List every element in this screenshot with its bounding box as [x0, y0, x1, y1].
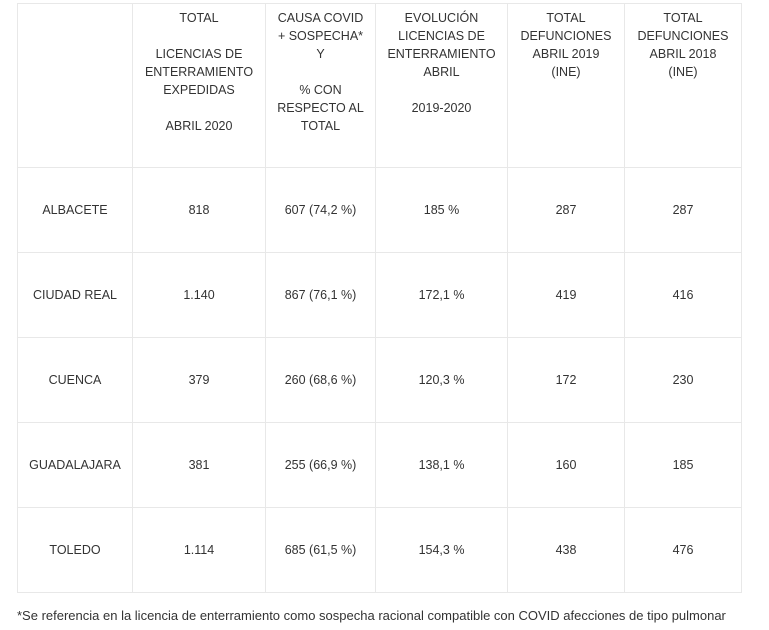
header-line: RESPECTO AL: [277, 101, 364, 115]
header-line: [137, 27, 261, 45]
header-line: Y: [316, 47, 325, 61]
header-line: EXPEDIDAS: [163, 83, 235, 97]
cell-total-licencias: 1.114: [132, 507, 266, 593]
table-row: GUADALAJARA 381 255 (66,9 %) 138,1 % 160…: [17, 422, 742, 508]
header-line: DEFUNCIONES: [637, 29, 729, 43]
header-line: ABRIL: [423, 65, 460, 79]
header-line: 2019-2020: [411, 101, 472, 115]
cell-provincia: CUENCA: [17, 337, 133, 423]
cell-total-licencias: 379: [132, 337, 266, 423]
header-cell-total-licencias: TOTAL LICENCIAS DE ENTERRAMIENTO EXPEDID…: [132, 3, 266, 168]
cell-total-licencias: 1.140: [132, 252, 266, 338]
cell-total-licencias: 381: [132, 422, 266, 508]
header-line: % CON: [299, 83, 342, 97]
header-cell-provincia: [17, 3, 133, 168]
header-line: [270, 63, 371, 81]
cell-total-licencias: 818: [132, 167, 266, 253]
header-line: ENTERRAMIENTO: [387, 47, 496, 61]
table-row: ALBACETE 818 607 (74,2 %) 185 % 287 287: [17, 167, 742, 253]
cell-defunciones-2018: 416: [624, 252, 742, 338]
header-line: ENTERRAMIENTO: [144, 65, 254, 79]
header-line: TOTAL: [546, 11, 586, 25]
header-line: LICENCIAS DE: [155, 47, 243, 61]
cell-causa-covid: 260 (68,6 %): [265, 337, 376, 423]
cell-defunciones-2018: 230: [624, 337, 742, 423]
cell-defunciones-2019: 419: [507, 252, 625, 338]
cell-defunciones-2019: 160: [507, 422, 625, 508]
footnote: *Se referencia en la licencia de enterra…: [17, 608, 726, 623]
header-line: [380, 81, 503, 99]
cell-defunciones-2019: 172: [507, 337, 625, 423]
cell-causa-covid: 255 (66,9 %): [265, 422, 376, 508]
header-line: + SOSPECHA*: [277, 29, 364, 43]
header-line: TOTAL: [300, 119, 341, 133]
header-line: LICENCIAS DE: [398, 29, 485, 43]
cell-provincia: GUADALAJARA: [17, 422, 133, 508]
header-line: CAUSA COVID: [277, 11, 364, 25]
cell-provincia: TOLEDO: [17, 507, 133, 593]
header-cell-defunciones-2019: TOTAL DEFUNCIONES ABRIL 2019 (INE): [507, 3, 625, 168]
cell-causa-covid: 685 (61,5 %): [265, 507, 376, 593]
licencias-table: TOTAL LICENCIAS DE ENTERRAMIENTO EXPEDID…: [17, 3, 742, 593]
cell-defunciones-2018: 185: [624, 422, 742, 508]
header-line: DEFUNCIONES: [520, 29, 612, 43]
cell-defunciones-2018: 476: [624, 507, 742, 593]
table-row: CUENCA 379 260 (68,6 %) 120,3 % 172 230: [17, 337, 742, 423]
cell-defunciones-2019: 438: [507, 507, 625, 593]
header-line: TOTAL: [663, 11, 703, 25]
cell-defunciones-2019: 287: [507, 167, 625, 253]
header-line: ABRIL 2020: [165, 119, 233, 133]
header-line: TOTAL: [179, 11, 219, 25]
header-cell-causa-covid: CAUSA COVID + SOSPECHA* Y % CON RESPECTO…: [265, 3, 376, 168]
cell-evolucion: 185 %: [375, 167, 508, 253]
table-row: TOLEDO 1.114 685 (61,5 %) 154,3 % 438 47…: [17, 507, 742, 593]
table-row: CIUDAD REAL 1.140 867 (76,1 %) 172,1 % 4…: [17, 252, 742, 338]
header-cell-defunciones-2018: TOTAL DEFUNCIONES ABRIL 2018 (INE): [624, 3, 742, 168]
cell-evolucion: 138,1 %: [375, 422, 508, 508]
header-line: EVOLUCIÓN: [404, 11, 479, 25]
header-cell-evolucion: EVOLUCIÓN LICENCIAS DE ENTERRAMIENTO ABR…: [375, 3, 508, 168]
header-line: (INE): [551, 65, 581, 79]
cell-evolucion: 154,3 %: [375, 507, 508, 593]
cell-causa-covid: 867 (76,1 %): [265, 252, 376, 338]
cell-evolucion: 120,3 %: [375, 337, 508, 423]
header-line: ABRIL 2019: [532, 47, 600, 61]
header-line: ABRIL 2018: [649, 47, 717, 61]
cell-defunciones-2018: 287: [624, 167, 742, 253]
cell-provincia: ALBACETE: [17, 167, 133, 253]
cell-causa-covid: 607 (74,2 %): [265, 167, 376, 253]
header-row: TOTAL LICENCIAS DE ENTERRAMIENTO EXPEDID…: [17, 3, 742, 168]
header-line: (INE): [668, 65, 698, 79]
cell-provincia: CIUDAD REAL: [17, 252, 133, 338]
header-line: [137, 99, 261, 117]
cell-evolucion: 172,1 %: [375, 252, 508, 338]
